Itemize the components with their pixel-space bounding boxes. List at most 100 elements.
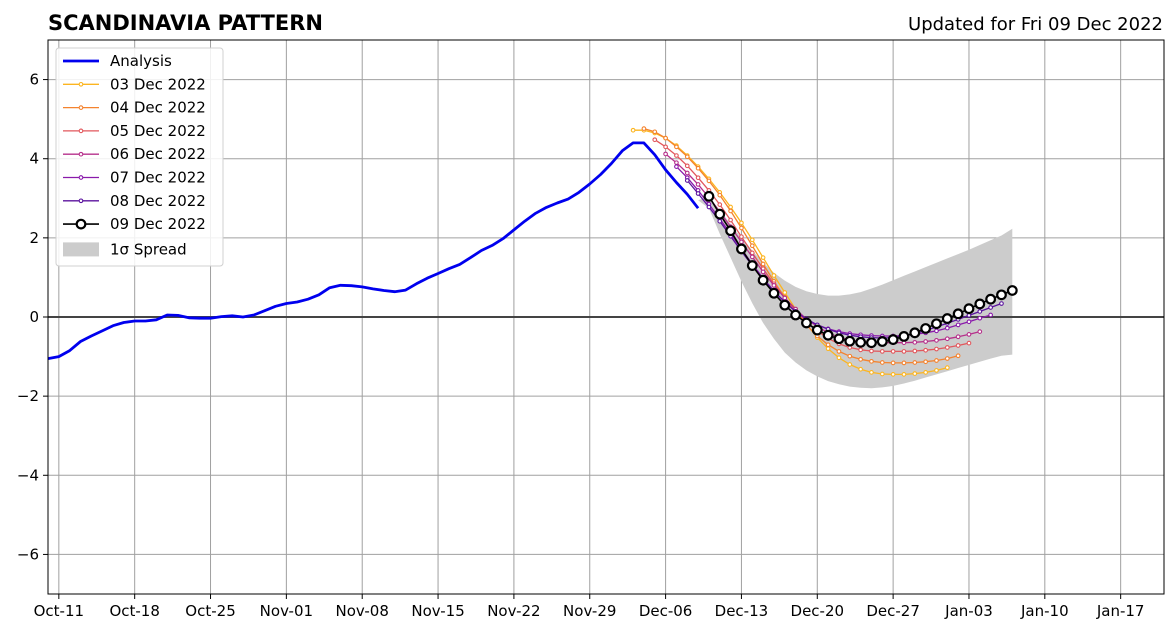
data-point — [714, 208, 726, 220]
legend-swatch-spread — [63, 242, 99, 257]
data-point — [901, 372, 907, 377]
data-point — [912, 360, 918, 365]
data-point — [684, 154, 690, 160]
data-point — [966, 332, 972, 337]
data-point — [955, 343, 961, 348]
data-point — [944, 356, 950, 361]
x-tick-label: Nov-01 — [260, 602, 313, 620]
data-point — [771, 282, 777, 288]
data-point — [858, 356, 863, 362]
data-point — [977, 315, 983, 321]
data-point — [912, 371, 918, 376]
data-point — [887, 334, 899, 345]
legend-swatch-marker — [75, 218, 87, 230]
data-point — [695, 191, 701, 196]
legend-label: 04 Dec 2022 — [110, 99, 206, 117]
data-point — [934, 328, 939, 334]
data-point — [782, 295, 788, 301]
data-point — [934, 337, 939, 343]
legend-swatch-marker — [78, 151, 84, 157]
y-tick-label: −4 — [17, 466, 39, 484]
data-point — [717, 202, 723, 207]
data-point — [844, 335, 856, 347]
data-point — [739, 220, 744, 226]
data-point — [706, 204, 712, 210]
data-point — [641, 126, 647, 131]
x-tick-label: Dec-13 — [715, 602, 769, 620]
legend-label: Analysis — [110, 52, 172, 70]
data-point — [760, 255, 766, 260]
legend-label: 1σ Spread — [110, 240, 187, 258]
data-point — [663, 135, 668, 141]
data-point — [898, 330, 910, 342]
data-point — [944, 345, 950, 350]
data-point — [674, 153, 679, 158]
data-point — [934, 346, 939, 352]
data-point — [955, 353, 961, 359]
legend-label: 03 Dec 2022 — [110, 75, 206, 93]
data-point — [825, 342, 831, 348]
data-point — [749, 243, 755, 249]
data-point — [749, 237, 755, 243]
data-point — [944, 365, 950, 371]
data-point — [695, 165, 701, 171]
data-point — [790, 309, 802, 321]
x-tick-label: Nov-15 — [411, 602, 464, 620]
data-point — [822, 329, 834, 341]
data-point — [944, 336, 950, 342]
x-tick-label: Dec-20 — [791, 602, 845, 620]
plot-area: Oct-11 Oct-18 Oct-25 Nov-01 Nov-08 Nov-15 Nov-… — [17, 39, 1165, 620]
data-point — [974, 298, 986, 310]
data-point — [923, 370, 928, 375]
data-point — [674, 164, 679, 169]
series-line-0 — [47, 141, 700, 360]
data-point — [985, 293, 997, 305]
y-tick-label: −6 — [17, 545, 39, 563]
data-point — [869, 358, 874, 364]
data-point — [674, 160, 679, 166]
legend-label: 08 Dec 2022 — [110, 192, 206, 210]
data-point — [866, 337, 877, 349]
data-point — [836, 349, 842, 354]
data-point — [934, 358, 939, 363]
data-point — [847, 353, 853, 359]
y-tick-label: 4 — [29, 150, 39, 168]
data-point — [695, 175, 701, 181]
data-point — [923, 339, 928, 344]
data-point — [988, 305, 993, 310]
data-point — [912, 348, 918, 354]
legend-swatch-marker — [78, 198, 84, 204]
y-tick-label: 0 — [29, 308, 39, 326]
data-point — [684, 178, 690, 183]
y-tick-label: −2 — [17, 387, 39, 405]
data-point — [912, 339, 918, 345]
data-point — [779, 299, 791, 311]
x-tick-label: Nov-29 — [563, 602, 616, 620]
y-tick-label: 6 — [29, 71, 39, 89]
data-point — [746, 260, 758, 271]
data-point — [999, 301, 1004, 306]
x-tick-label: Jan-17 — [1096, 602, 1145, 620]
data-point — [909, 327, 921, 339]
data-point — [706, 178, 712, 184]
x-tick-label: Jan-10 — [1020, 602, 1069, 620]
legend-swatch-marker — [78, 128, 84, 134]
data-point — [725, 225, 737, 237]
data-point — [890, 349, 896, 354]
data-point — [858, 347, 863, 353]
data-point — [836, 355, 842, 361]
data-point — [890, 372, 896, 377]
data-point — [768, 287, 780, 299]
data-point — [879, 349, 885, 354]
x-tick-label: Dec-27 — [866, 602, 920, 620]
chart-title: SCANDINAVIA PATTERN — [48, 11, 323, 35]
data-point — [663, 144, 668, 150]
data-point — [923, 347, 928, 353]
data-point — [941, 313, 953, 324]
data-point — [695, 182, 701, 187]
data-point — [728, 208, 733, 214]
data-point — [630, 127, 636, 133]
data-point — [988, 312, 993, 318]
data-point — [847, 362, 853, 367]
